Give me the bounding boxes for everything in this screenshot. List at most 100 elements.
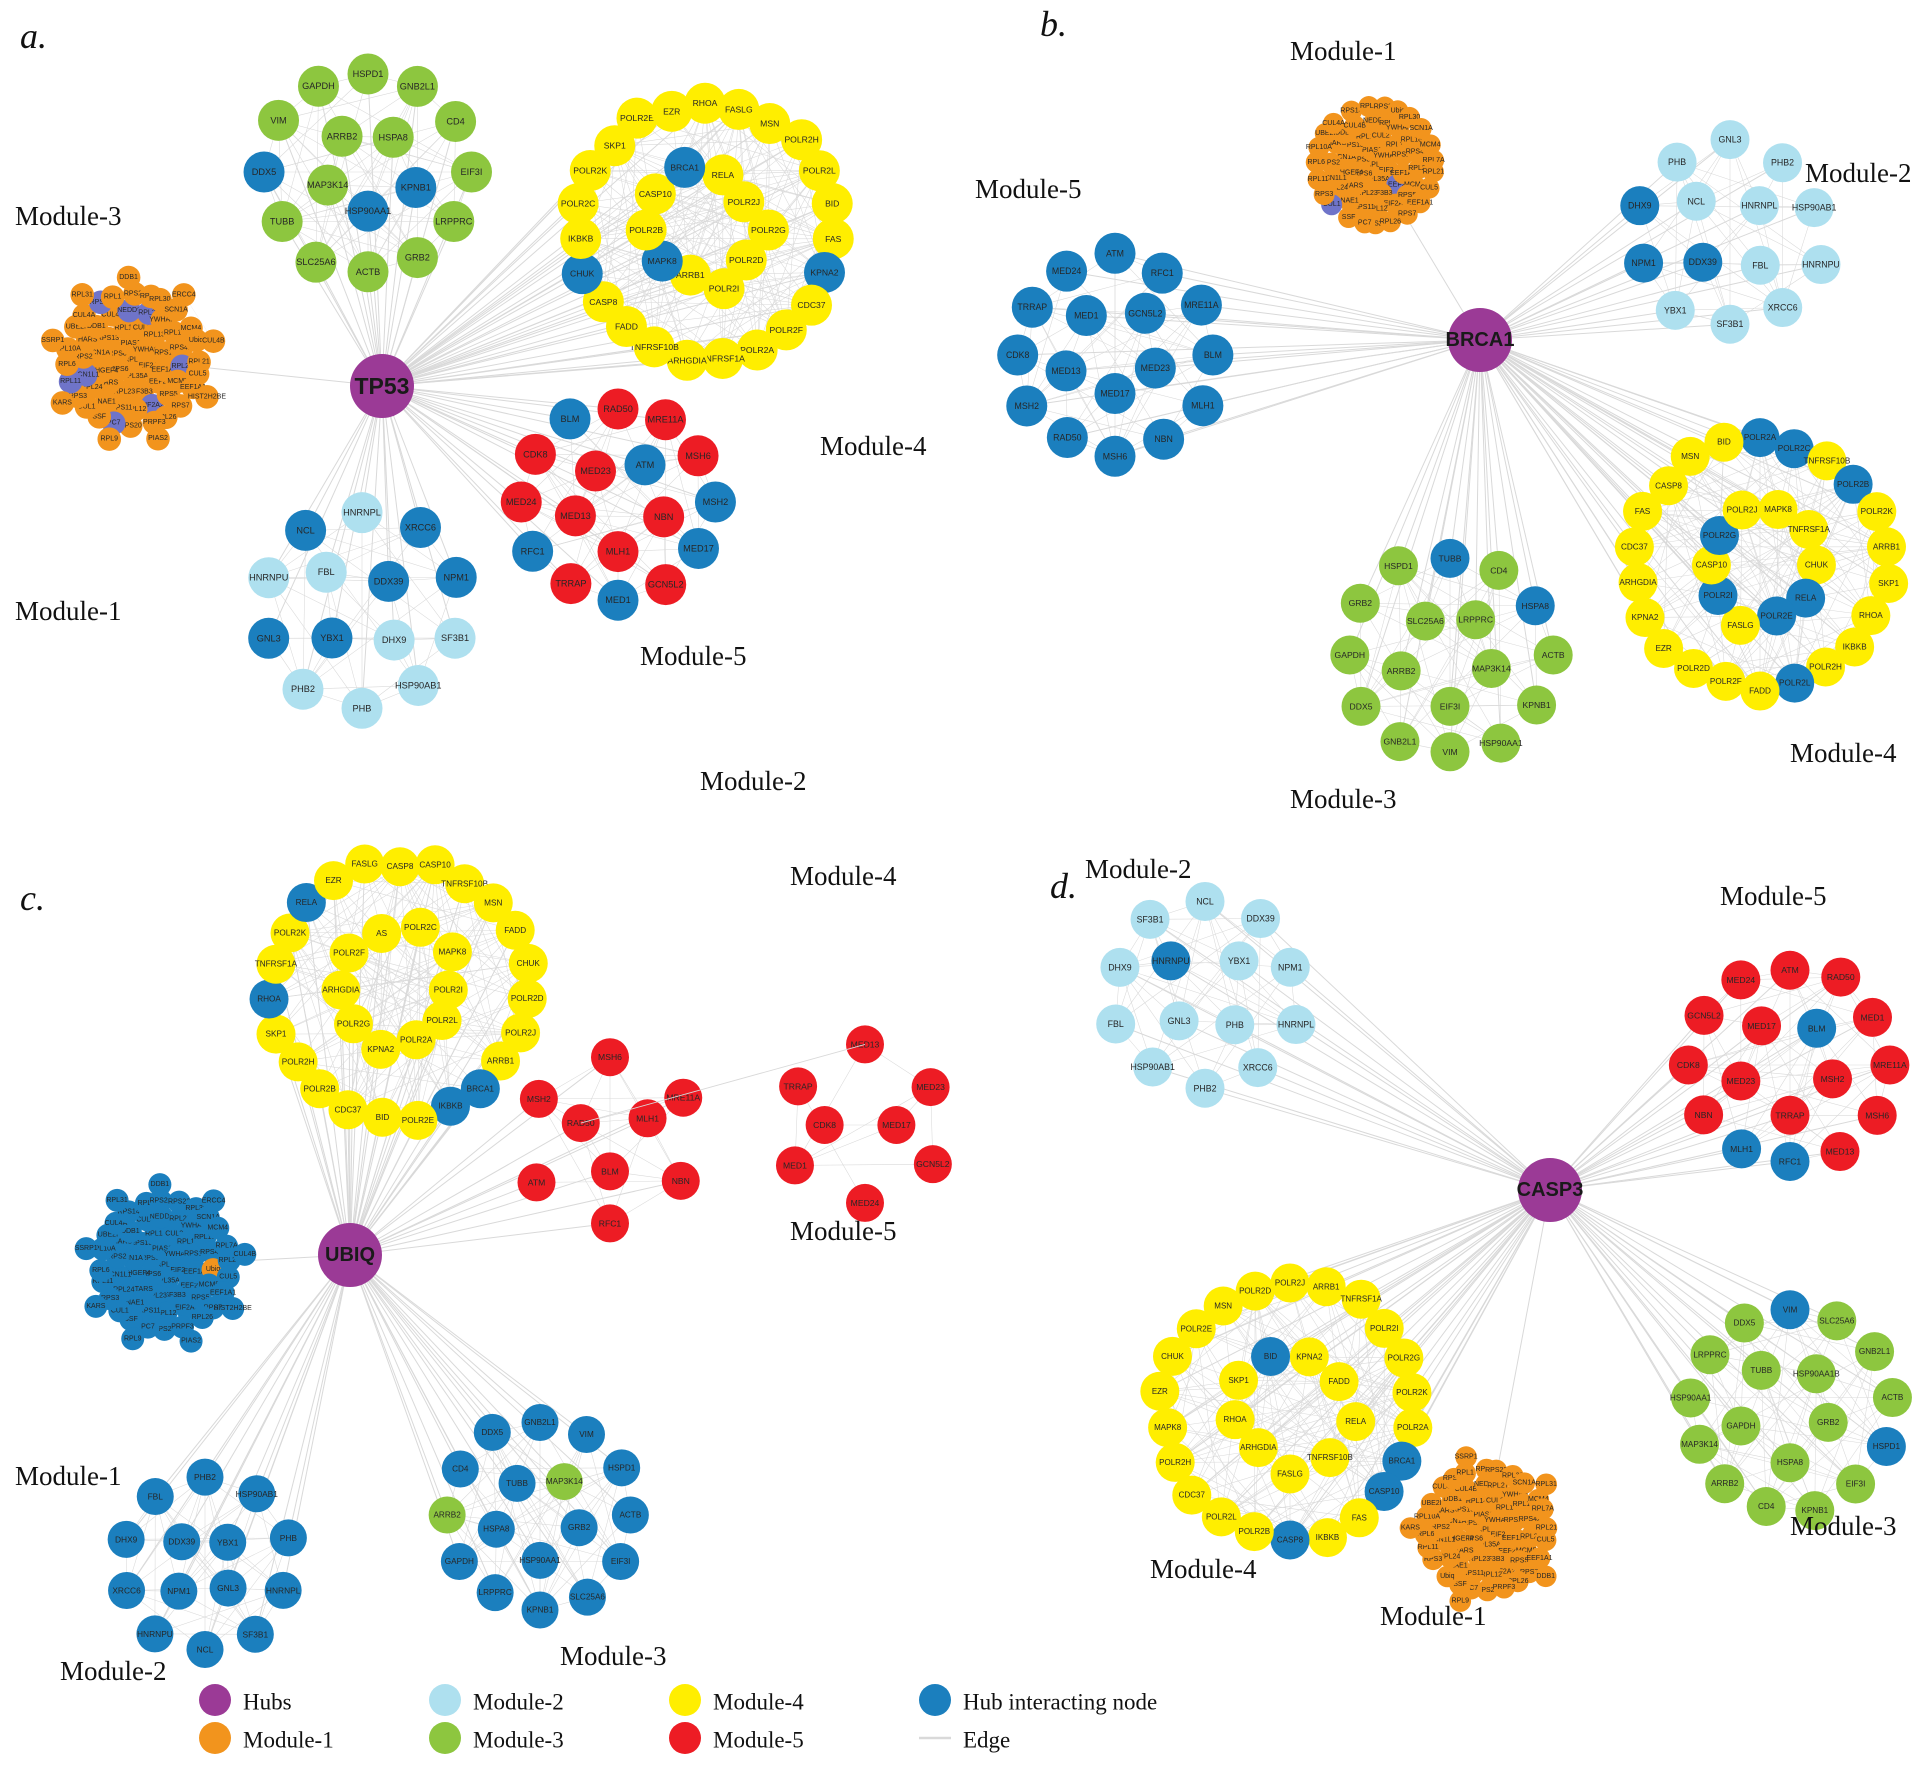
svg-text:ARHGDIA: ARHGDIA: [322, 986, 360, 995]
svg-text:POLR2I: POLR2I: [1703, 591, 1732, 600]
svg-text:CASP8: CASP8: [1655, 481, 1682, 490]
svg-text:CUL2: CUL2: [1372, 133, 1390, 140]
svg-text:FAS: FAS: [1635, 507, 1651, 516]
svg-text:DDB1: DDB1: [151, 1181, 170, 1188]
svg-text:EZR: EZR: [1655, 644, 1671, 653]
svg-text:b.: b.: [1040, 4, 1067, 44]
svg-text:MED1: MED1: [1861, 1012, 1885, 1022]
svg-text:XRCC6: XRCC6: [1243, 1063, 1273, 1073]
svg-text:CASP3: CASP3: [1517, 1179, 1584, 1201]
svg-text:ARHGDIA: ARHGDIA: [1240, 1443, 1277, 1452]
svg-text:UBE2I: UBE2I: [1421, 1500, 1441, 1507]
svg-text:PRPF3: PRPF3: [1493, 1584, 1516, 1591]
svg-text:RPL31: RPL31: [106, 1197, 128, 1204]
svg-text:SF3B1: SF3B1: [1137, 914, 1164, 924]
svg-text:HSPD1: HSPD1: [353, 69, 384, 79]
svg-text:SKP1: SKP1: [266, 1030, 287, 1039]
svg-text:MED17: MED17: [1100, 389, 1129, 399]
svg-text:GCN5L2: GCN5L2: [648, 580, 684, 590]
svg-text:HNRNPL: HNRNPL: [1741, 201, 1777, 211]
svg-text:Module-3: Module-3: [15, 201, 121, 231]
svg-text:SCN1A: SCN1A: [164, 306, 188, 313]
svg-text:RFC1: RFC1: [1779, 1156, 1802, 1166]
svg-text:HSPD1: HSPD1: [1873, 1442, 1901, 1451]
svg-text:TRRAP: TRRAP: [555, 579, 586, 589]
svg-text:POLR2B: POLR2B: [629, 225, 663, 235]
svg-text:POLR2D: POLR2D: [729, 255, 763, 265]
svg-text:BID: BID: [825, 199, 839, 209]
svg-text:Module-5: Module-5: [790, 1216, 896, 1246]
svg-text:Module-1: Module-1: [15, 1461, 121, 1491]
svg-text:NCL: NCL: [1196, 896, 1214, 906]
svg-text:CASP8: CASP8: [387, 862, 414, 871]
svg-text:YBX1: YBX1: [217, 1537, 239, 1547]
svg-text:RELA: RELA: [296, 898, 318, 907]
svg-text:KARS: KARS: [86, 1303, 105, 1310]
svg-text:TNFRSF10B: TNFRSF10B: [1803, 456, 1850, 465]
svg-text:POLR2L: POLR2L: [803, 166, 836, 176]
svg-text:POLR2K: POLR2K: [1861, 507, 1894, 516]
svg-text:ACTB: ACTB: [619, 1511, 641, 1520]
svg-text:EIF3I: EIF3I: [1440, 701, 1461, 711]
svg-text:Hub interacting node: Hub interacting node: [963, 1690, 1157, 1715]
svg-text:DDX39: DDX39: [1689, 257, 1717, 267]
svg-text:BLM: BLM: [561, 414, 580, 424]
svg-text:POLR2B: POLR2B: [1837, 480, 1870, 489]
svg-text:MRE11A: MRE11A: [647, 415, 684, 425]
svg-text:MRE11A: MRE11A: [1873, 1060, 1907, 1070]
svg-text:MED13: MED13: [560, 511, 591, 521]
svg-text:RPL6: RPL6: [92, 1267, 110, 1274]
svg-text:FBL: FBL: [318, 567, 335, 577]
svg-text:MCM4: MCM4: [207, 1225, 228, 1232]
svg-text:RPL27: RPL27: [1487, 1483, 1509, 1490]
svg-text:CHUK: CHUK: [570, 269, 595, 279]
svg-text:PC7: PC7: [1358, 219, 1372, 226]
svg-text:TNFRSF1A: TNFRSF1A: [1788, 525, 1831, 534]
svg-text:ARRB2: ARRB2: [327, 131, 358, 141]
svg-text:CHUK: CHUK: [1805, 561, 1829, 570]
svg-text:Module-1: Module-1: [1290, 36, 1396, 66]
svg-text:DHX9: DHX9: [1628, 201, 1652, 211]
svg-text:MED13: MED13: [1051, 366, 1080, 376]
svg-text:GRB2: GRB2: [1349, 598, 1373, 608]
svg-text:TNFRSF1A: TNFRSF1A: [1341, 1295, 1383, 1304]
svg-text:CUL5: CUL5: [1420, 185, 1438, 192]
svg-text:ARRB2: ARRB2: [1387, 666, 1416, 676]
svg-text:HSPA8: HSPA8: [378, 132, 407, 142]
svg-text:FBL: FBL: [1108, 1019, 1124, 1029]
svg-text:MED17: MED17: [1747, 1021, 1776, 1031]
svg-text:RPL31: RPL31: [1535, 1481, 1557, 1488]
svg-text:SSRP1: SSRP1: [41, 337, 64, 344]
svg-text:Module-4: Module-4: [790, 861, 897, 891]
svg-text:DHX9: DHX9: [1108, 962, 1132, 972]
svg-text:RFC1: RFC1: [521, 546, 545, 556]
svg-text:TNFRSF1A: TNFRSF1A: [255, 960, 298, 969]
svg-text:Module-2: Module-2: [1805, 158, 1911, 188]
svg-text:XRCC6: XRCC6: [405, 523, 436, 533]
svg-text:MED13: MED13: [1826, 1147, 1855, 1157]
svg-text:BID: BID: [1717, 438, 1731, 447]
svg-text:CASP10: CASP10: [639, 189, 672, 199]
svg-text:RPL6: RPL6: [58, 361, 76, 368]
svg-text:POLR2D: POLR2D: [1677, 664, 1710, 673]
svg-text:MSH6: MSH6: [598, 1052, 622, 1062]
svg-text:TRRAP: TRRAP: [1017, 302, 1047, 312]
svg-text:HSPA8: HSPA8: [1521, 601, 1549, 611]
svg-text:POLR2E: POLR2E: [402, 1116, 435, 1125]
svg-text:POLR2G: POLR2G: [337, 1019, 370, 1028]
svg-text:ATM: ATM: [1106, 248, 1124, 258]
svg-text:YBX1: YBX1: [1664, 305, 1687, 315]
svg-text:SKP1: SKP1: [604, 141, 626, 151]
svg-text:TP53: TP53: [355, 373, 410, 399]
svg-text:POLR2B: POLR2B: [303, 1084, 336, 1093]
svg-text:BRCA1: BRCA1: [1389, 1457, 1416, 1466]
svg-text:DDX39: DDX39: [374, 576, 404, 586]
svg-text:ARRB2: ARRB2: [1711, 1479, 1739, 1488]
svg-text:EZR: EZR: [325, 876, 341, 885]
svg-text:GNB2L1: GNB2L1: [400, 81, 435, 91]
svg-text:MSN: MSN: [760, 119, 779, 129]
svg-text:HNRNPL: HNRNPL: [1278, 1020, 1314, 1030]
svg-text:NBN: NBN: [1154, 434, 1173, 444]
svg-text:IKBKB: IKBKB: [568, 234, 594, 244]
svg-text:XRCC6: XRCC6: [1768, 303, 1798, 313]
